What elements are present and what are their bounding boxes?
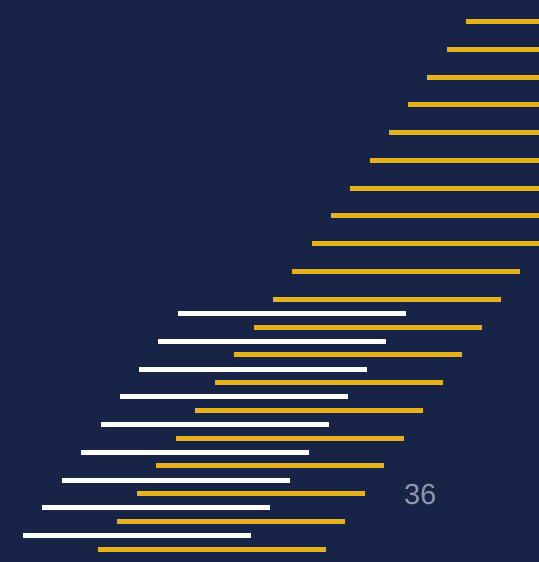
decorative-white-stripe [23, 533, 251, 538]
decorative-white-stripe [42, 505, 270, 510]
decorative-gold-stripe [273, 297, 501, 302]
decorative-gold-stripe [254, 325, 482, 330]
decorative-gold-stripe [427, 75, 539, 80]
decorative-gold-stripe [215, 380, 443, 385]
decorative-gold-stripe [331, 213, 539, 218]
decorative-gold-stripe [350, 186, 539, 191]
decorative-gold-stripe [195, 408, 423, 413]
decorative-white-stripe [178, 311, 406, 316]
decorative-white-stripe [81, 450, 309, 455]
decorative-white-stripe [139, 367, 367, 372]
decorative-white-stripe [158, 339, 386, 344]
decorative-gold-stripe [292, 269, 520, 274]
decorative-gold-stripe [466, 19, 539, 24]
decorative-gold-stripe [447, 47, 539, 52]
decorative-gold-stripe [389, 130, 539, 135]
decorative-white-stripe [62, 478, 290, 483]
decorative-gold-stripe [408, 102, 539, 107]
decorative-gold-stripe [312, 241, 539, 246]
decorative-gold-stripe [234, 352, 462, 357]
decorative-gold-stripe [176, 436, 404, 441]
decorative-white-stripe [120, 394, 348, 399]
decorative-gold-stripe [137, 491, 365, 496]
decorative-gold-stripe [117, 519, 345, 524]
page-number: 36 [404, 479, 437, 511]
decorative-white-stripe [101, 422, 329, 427]
decorative-gold-stripe [156, 463, 384, 468]
decorative-gold-stripe [98, 547, 326, 552]
decorative-gold-stripe [370, 158, 539, 163]
